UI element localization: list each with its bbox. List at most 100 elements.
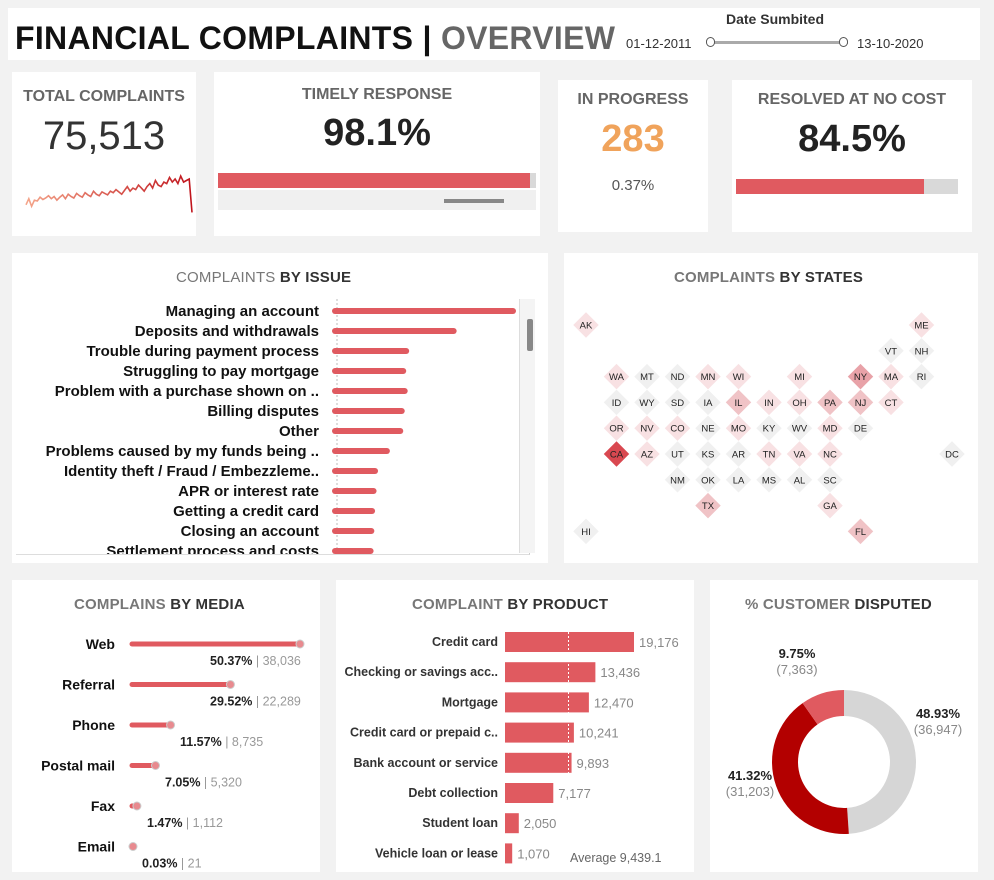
media-separator: | [182, 816, 192, 830]
state-label: MT [640, 372, 654, 383]
kpi-timely-response: TIMELY RESPONSE 98.1% [214, 72, 540, 236]
kpi-in-progress: IN PROGRESS 283 0.37% [558, 80, 708, 232]
donut-pct-label: 41.32% [728, 768, 773, 783]
media-count: 5,320 [211, 776, 242, 790]
sparkline-line [25, 173, 193, 213]
product-panel: COMPLAINT BY PRODUCT Credit card 19,176 Ch… [336, 580, 694, 872]
product-title-a: COMPLAINT [412, 596, 503, 613]
product-title-b: BY PRODUCT [507, 596, 609, 613]
product-bar [505, 692, 589, 713]
state-label: CA [610, 450, 624, 461]
kpi-progress-label: IN PROGRESS [577, 91, 689, 108]
media-bar-end [166, 720, 176, 730]
state-tile [817, 492, 843, 519]
product-label: Student loan [422, 816, 498, 830]
media-value-label: 29.52% | 22,289 [210, 695, 301, 709]
state-label: MI [794, 372, 805, 383]
product-label: Checking or savings acc.. [344, 665, 498, 679]
date-end: 13-10-2020 [857, 36, 924, 51]
product-bar [505, 722, 574, 743]
disputed-panel: % CUSTOMER DISPUTED 48.93% (36,947) 41.32%… [710, 580, 978, 872]
issue-label: Trouble during payment process [86, 343, 319, 360]
product-value-label: 13,436 [600, 665, 640, 680]
state-label: NC [823, 450, 837, 461]
states-panel: COMPLAINTS BY STATES AK ME VT NH WA MT ND MN WI M… [564, 253, 978, 563]
state-label: VA [794, 450, 807, 461]
state-tile [695, 415, 721, 441]
issue-title: COMPLAINTS BY ISSUE [176, 269, 351, 286]
state-label: ND [671, 372, 685, 383]
product-label: Vehicle loan or lease [375, 846, 498, 860]
state-tile [908, 338, 935, 364]
media-value-label: 11.57% | 8,735 [180, 735, 263, 749]
product-label: Credit card or prepaid c.. [350, 726, 498, 740]
product-label: Debt collection [408, 786, 498, 800]
state-label: AK [580, 321, 593, 332]
issue-scrollbar[interactable] [519, 299, 535, 553]
state-label: GA [823, 501, 837, 512]
state-tile [786, 441, 813, 467]
state-label: MA [884, 372, 899, 383]
issue-label: Billing disputes [207, 403, 319, 420]
media-bar-end [132, 801, 142, 811]
issue-label: Other [279, 423, 319, 440]
media-bar-end [150, 761, 160, 770]
state-label: NV [640, 424, 654, 435]
page-title: FINANCIAL COMPLAINTS | OVERVIEW [15, 20, 615, 57]
product-bar [505, 783, 554, 803]
state-label: TX [702, 501, 715, 512]
issue-label: Settlement process and costs [106, 543, 319, 555]
media-value-label: 1.47% | 1,112 [147, 816, 223, 830]
product-value-label: 10,241 [579, 726, 619, 741]
issue-panel: COMPLAINTS BY ISSUE Managing an account D… [12, 253, 548, 563]
state-label: WY [639, 398, 655, 409]
product-title: COMPLAINT BY PRODUCT [412, 596, 608, 613]
date-slider-track[interactable] [708, 41, 848, 44]
state-label: IL [735, 398, 743, 409]
issue-scrollbar-thumb[interactable] [527, 319, 533, 351]
title-separator: | [422, 20, 432, 56]
state-tile [664, 415, 691, 441]
kpi-timely-label: TIMELY RESPONSE [301, 86, 453, 103]
title-main: FINANCIAL COMPLAINTS [15, 20, 414, 56]
kpi-total-label: TOTAL COMPLAINTS [23, 88, 185, 105]
state-label: SD [671, 398, 684, 409]
state-label: RI [917, 372, 927, 383]
media-count: 38,036 [263, 654, 301, 668]
state-label: HI [581, 527, 591, 538]
disputed-title: % CUSTOMER DISPUTED [745, 596, 932, 613]
media-count: 21 [188, 857, 202, 871]
issue-label: Deposits and withdrawals [135, 323, 319, 340]
media-count: 22,289 [263, 695, 301, 709]
state-label: MS [762, 475, 776, 486]
product-bar [505, 752, 572, 773]
state-label: NJ [855, 398, 867, 409]
state-label: OH [792, 398, 806, 409]
total-sparkline [25, 173, 193, 213]
issue-label: APR or interest rate [178, 483, 319, 500]
product-bar [505, 843, 513, 864]
state-label: ME [914, 321, 928, 332]
issue-chart-frame: Managing an account Deposits and withdraw… [16, 299, 530, 555]
issue-chart: Managing an account Deposits and withdraw… [46, 299, 516, 555]
media-separator: | [252, 654, 262, 668]
product-value-label: 7,177 [558, 786, 591, 801]
state-tile [695, 467, 721, 493]
kpi-resolved-label: RESOLVED AT NO COST [757, 91, 947, 108]
state-label: WA [609, 372, 625, 383]
state-tile [573, 312, 599, 338]
state-label: OK [701, 475, 715, 486]
media-label: Email [78, 839, 115, 855]
issue-label: Problems caused by my funds being .. [46, 443, 319, 460]
state-label: MO [731, 424, 746, 435]
date-start: 01-12-2011 [626, 36, 692, 51]
state-label: PA [824, 398, 837, 409]
product-label: Mortgage [442, 695, 498, 709]
state-tile [878, 338, 904, 364]
kpi-progress-value: 283 [601, 118, 665, 160]
media-separator: | [222, 735, 232, 749]
media-pct: 29.52% [210, 695, 252, 709]
date-slider-end-handle[interactable] [839, 37, 848, 47]
product-value-label: 19,176 [639, 635, 679, 650]
date-slider-start-handle[interactable] [706, 37, 715, 47]
